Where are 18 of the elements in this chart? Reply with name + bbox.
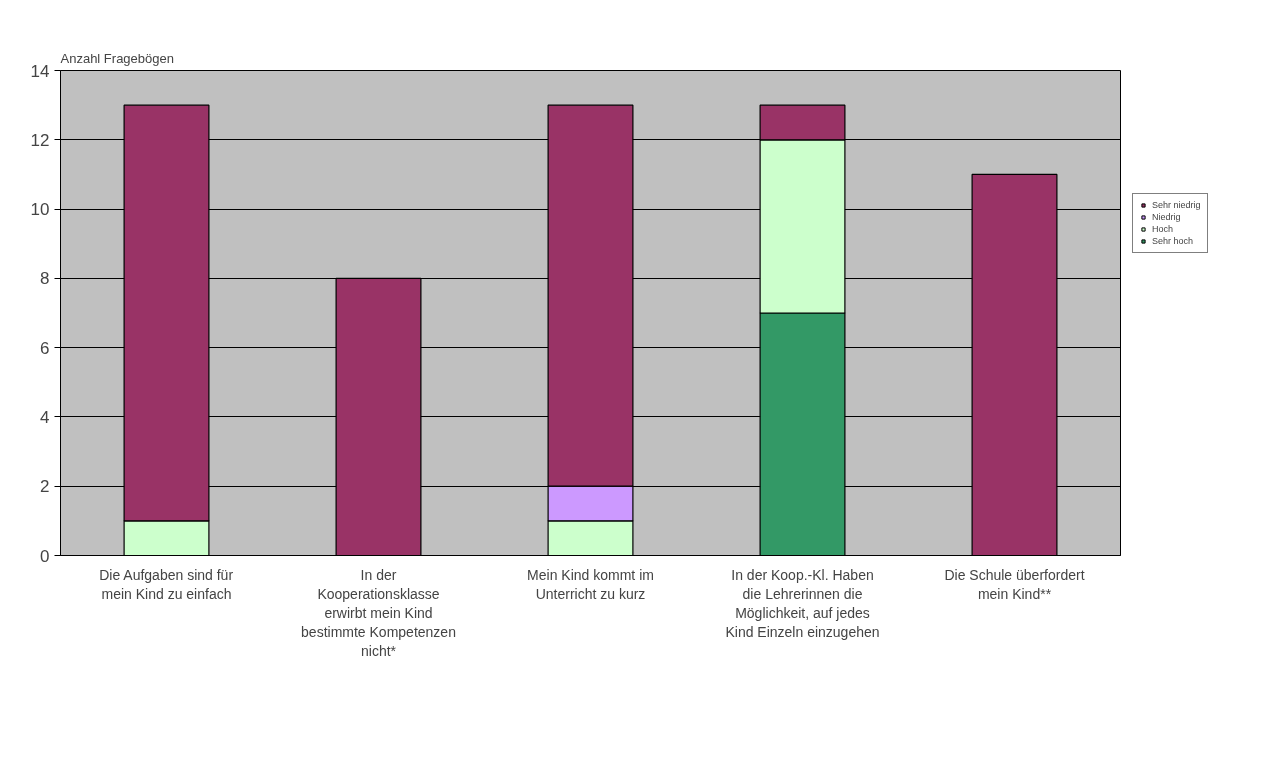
x-tick-label: Mein Kind kommt im Unterricht zu kurz (527, 566, 654, 602)
y-tick-label: 10 (30, 200, 50, 220)
x-tick-label: In der Kooperationsklasse erwirbt mein Kind bestimmte Kompetenzen nicht* (301, 566, 456, 660)
legend-label: Niedrig (1152, 212, 1181, 222)
y-tick-label: 0 (40, 546, 50, 566)
y-tick-label: 4 (40, 407, 50, 427)
x-tick-label: Die Aufgaben sind für mein Kind zu einfach (99, 566, 234, 602)
y-tick-label: 8 (40, 269, 50, 289)
x-tick-label: In der Koop.-Kl. Haben die Lehrerinnen die Möglichkeit, auf jedes Kind Einzeln einzugehen (725, 566, 880, 641)
y-axis-title: Anzahl Fragebögen (60, 50, 174, 66)
legend-label: Sehr niedrig (1152, 200, 1201, 210)
y-tick-label: 6 (40, 338, 50, 358)
legend-label: Hoch (1152, 224, 1174, 234)
y-tick-label: 14 (30, 61, 50, 81)
x-tick-label: Die Schule überfordert mein Kind** (944, 566, 1085, 602)
y-tick-label: 2 (40, 477, 50, 497)
legend-label: Sehr hoch (1152, 236, 1194, 246)
y-tick-label: 12 (30, 130, 50, 150)
